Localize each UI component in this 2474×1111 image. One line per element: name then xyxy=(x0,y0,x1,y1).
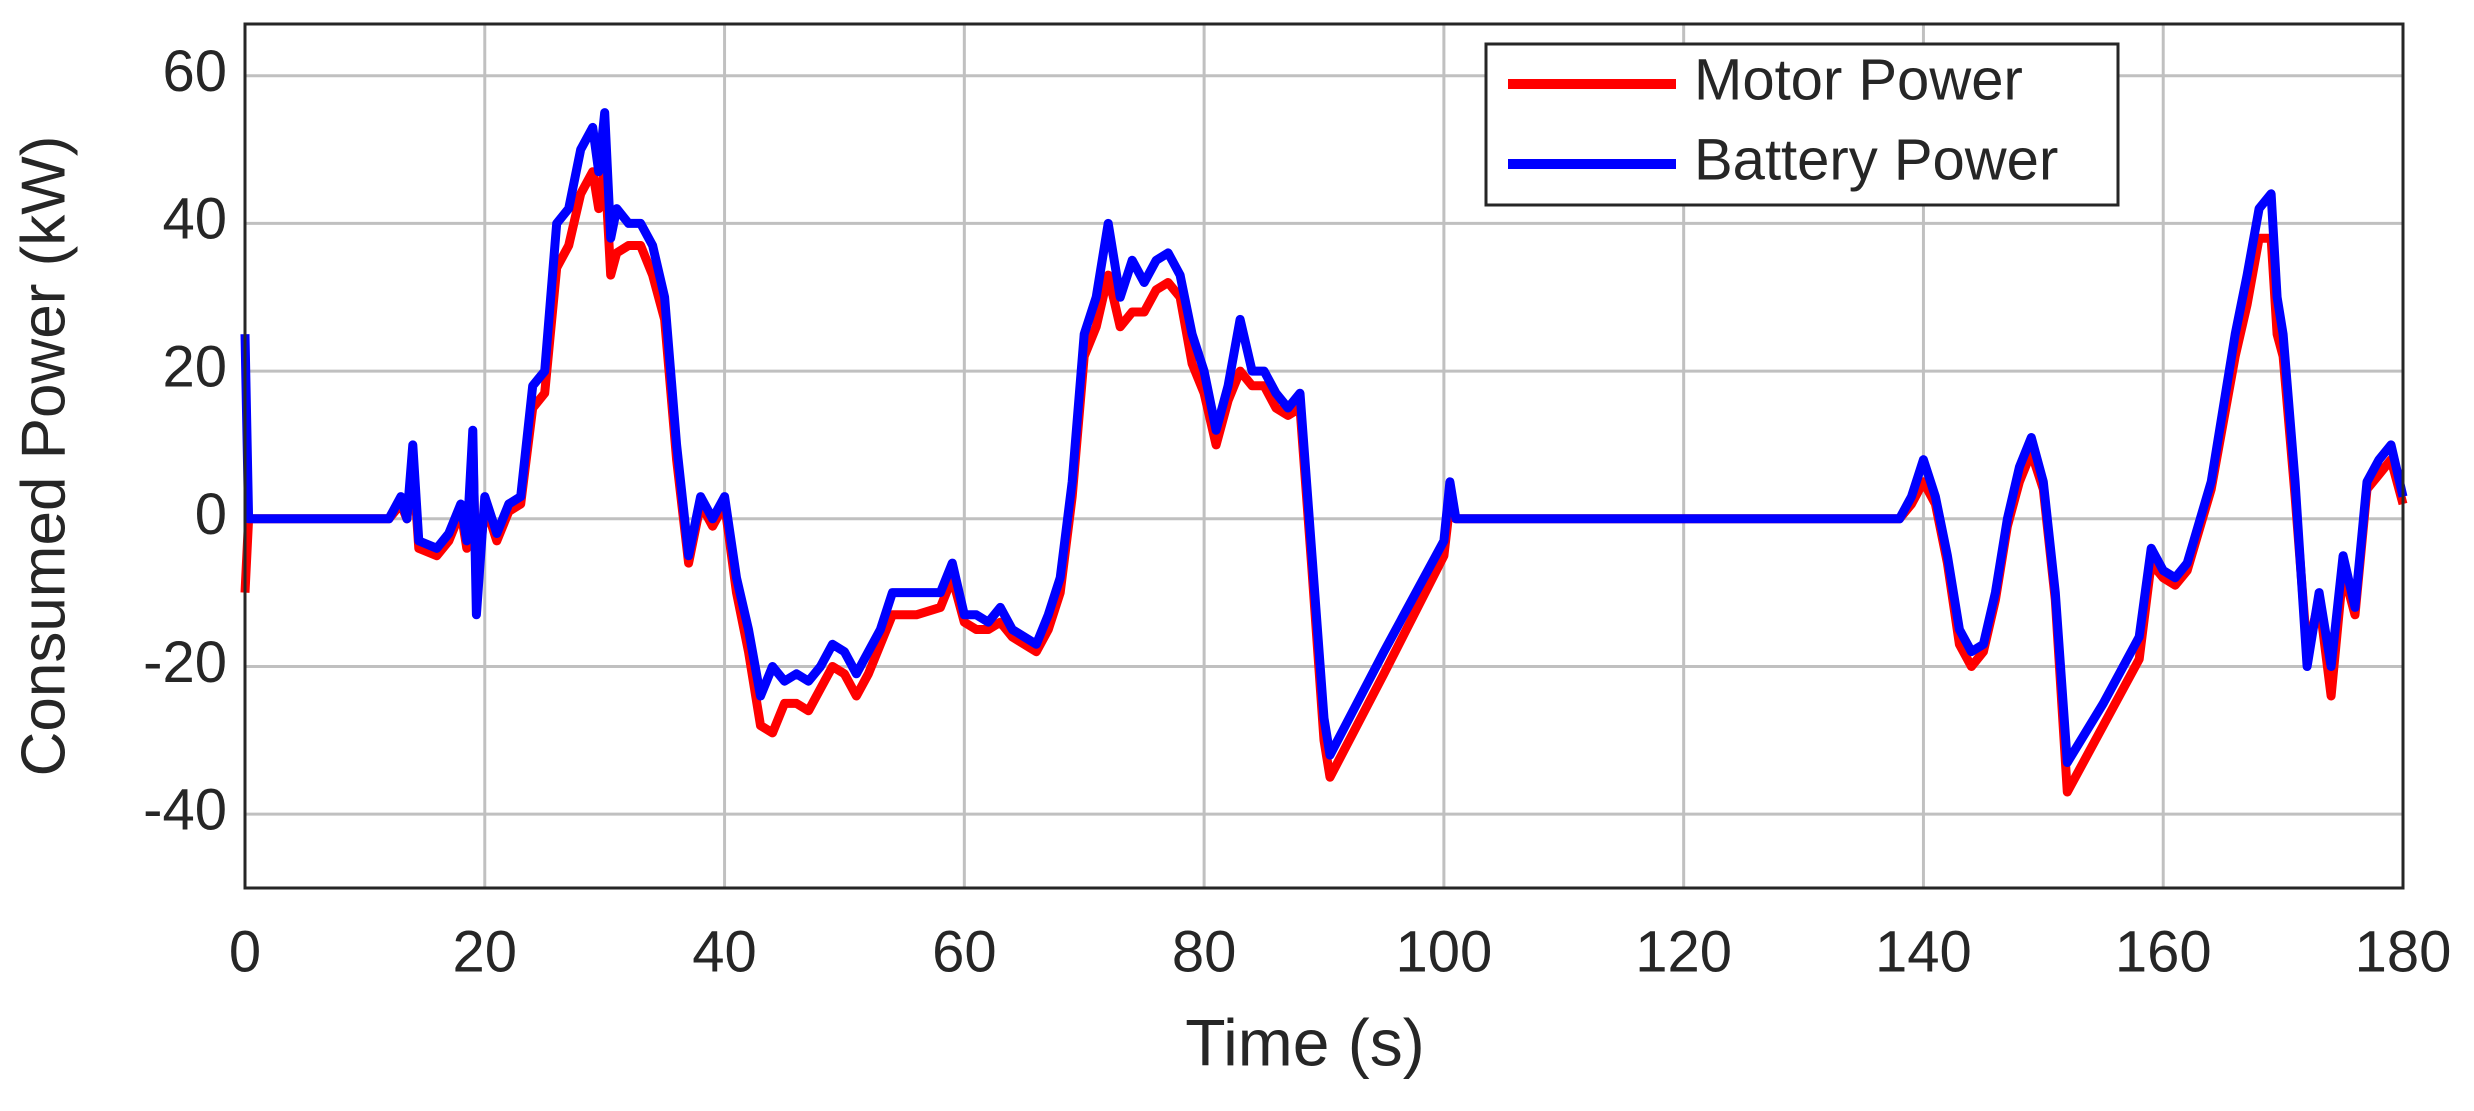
y-tick-label: 60 xyxy=(162,39,227,104)
x-tick-label: 140 xyxy=(1875,919,1972,984)
x-tick-label: 40 xyxy=(692,919,757,984)
x-axis-label: Time (s) xyxy=(1185,1005,1425,1079)
x-tick-label: 0 xyxy=(229,919,261,984)
series-line xyxy=(240,108,2408,767)
x-tick-label: 80 xyxy=(1172,919,1237,984)
y-tick-label: 0 xyxy=(195,482,227,547)
legend-label: Battery Power xyxy=(1694,127,2058,192)
x-tick-label: 100 xyxy=(1395,919,1492,984)
x-tick-label: 20 xyxy=(453,919,518,984)
plot-frame xyxy=(243,22,2405,890)
legend-label: Motor Power xyxy=(1694,47,2023,112)
x-tick-label: 180 xyxy=(2355,919,2452,984)
series-line xyxy=(240,159,2408,797)
x-tick-label: 120 xyxy=(1635,919,1732,984)
legend-box xyxy=(1484,42,2120,207)
y-tick-label: -20 xyxy=(143,630,227,695)
x-tick-label: 160 xyxy=(2115,919,2212,984)
y-tick-label: 20 xyxy=(162,334,227,399)
y-axis-label: Consumed Power (kW) xyxy=(9,136,78,777)
y-tick-label: 40 xyxy=(162,187,227,252)
y-tick-label: -40 xyxy=(143,777,227,842)
x-tick-label: 60 xyxy=(932,919,997,984)
